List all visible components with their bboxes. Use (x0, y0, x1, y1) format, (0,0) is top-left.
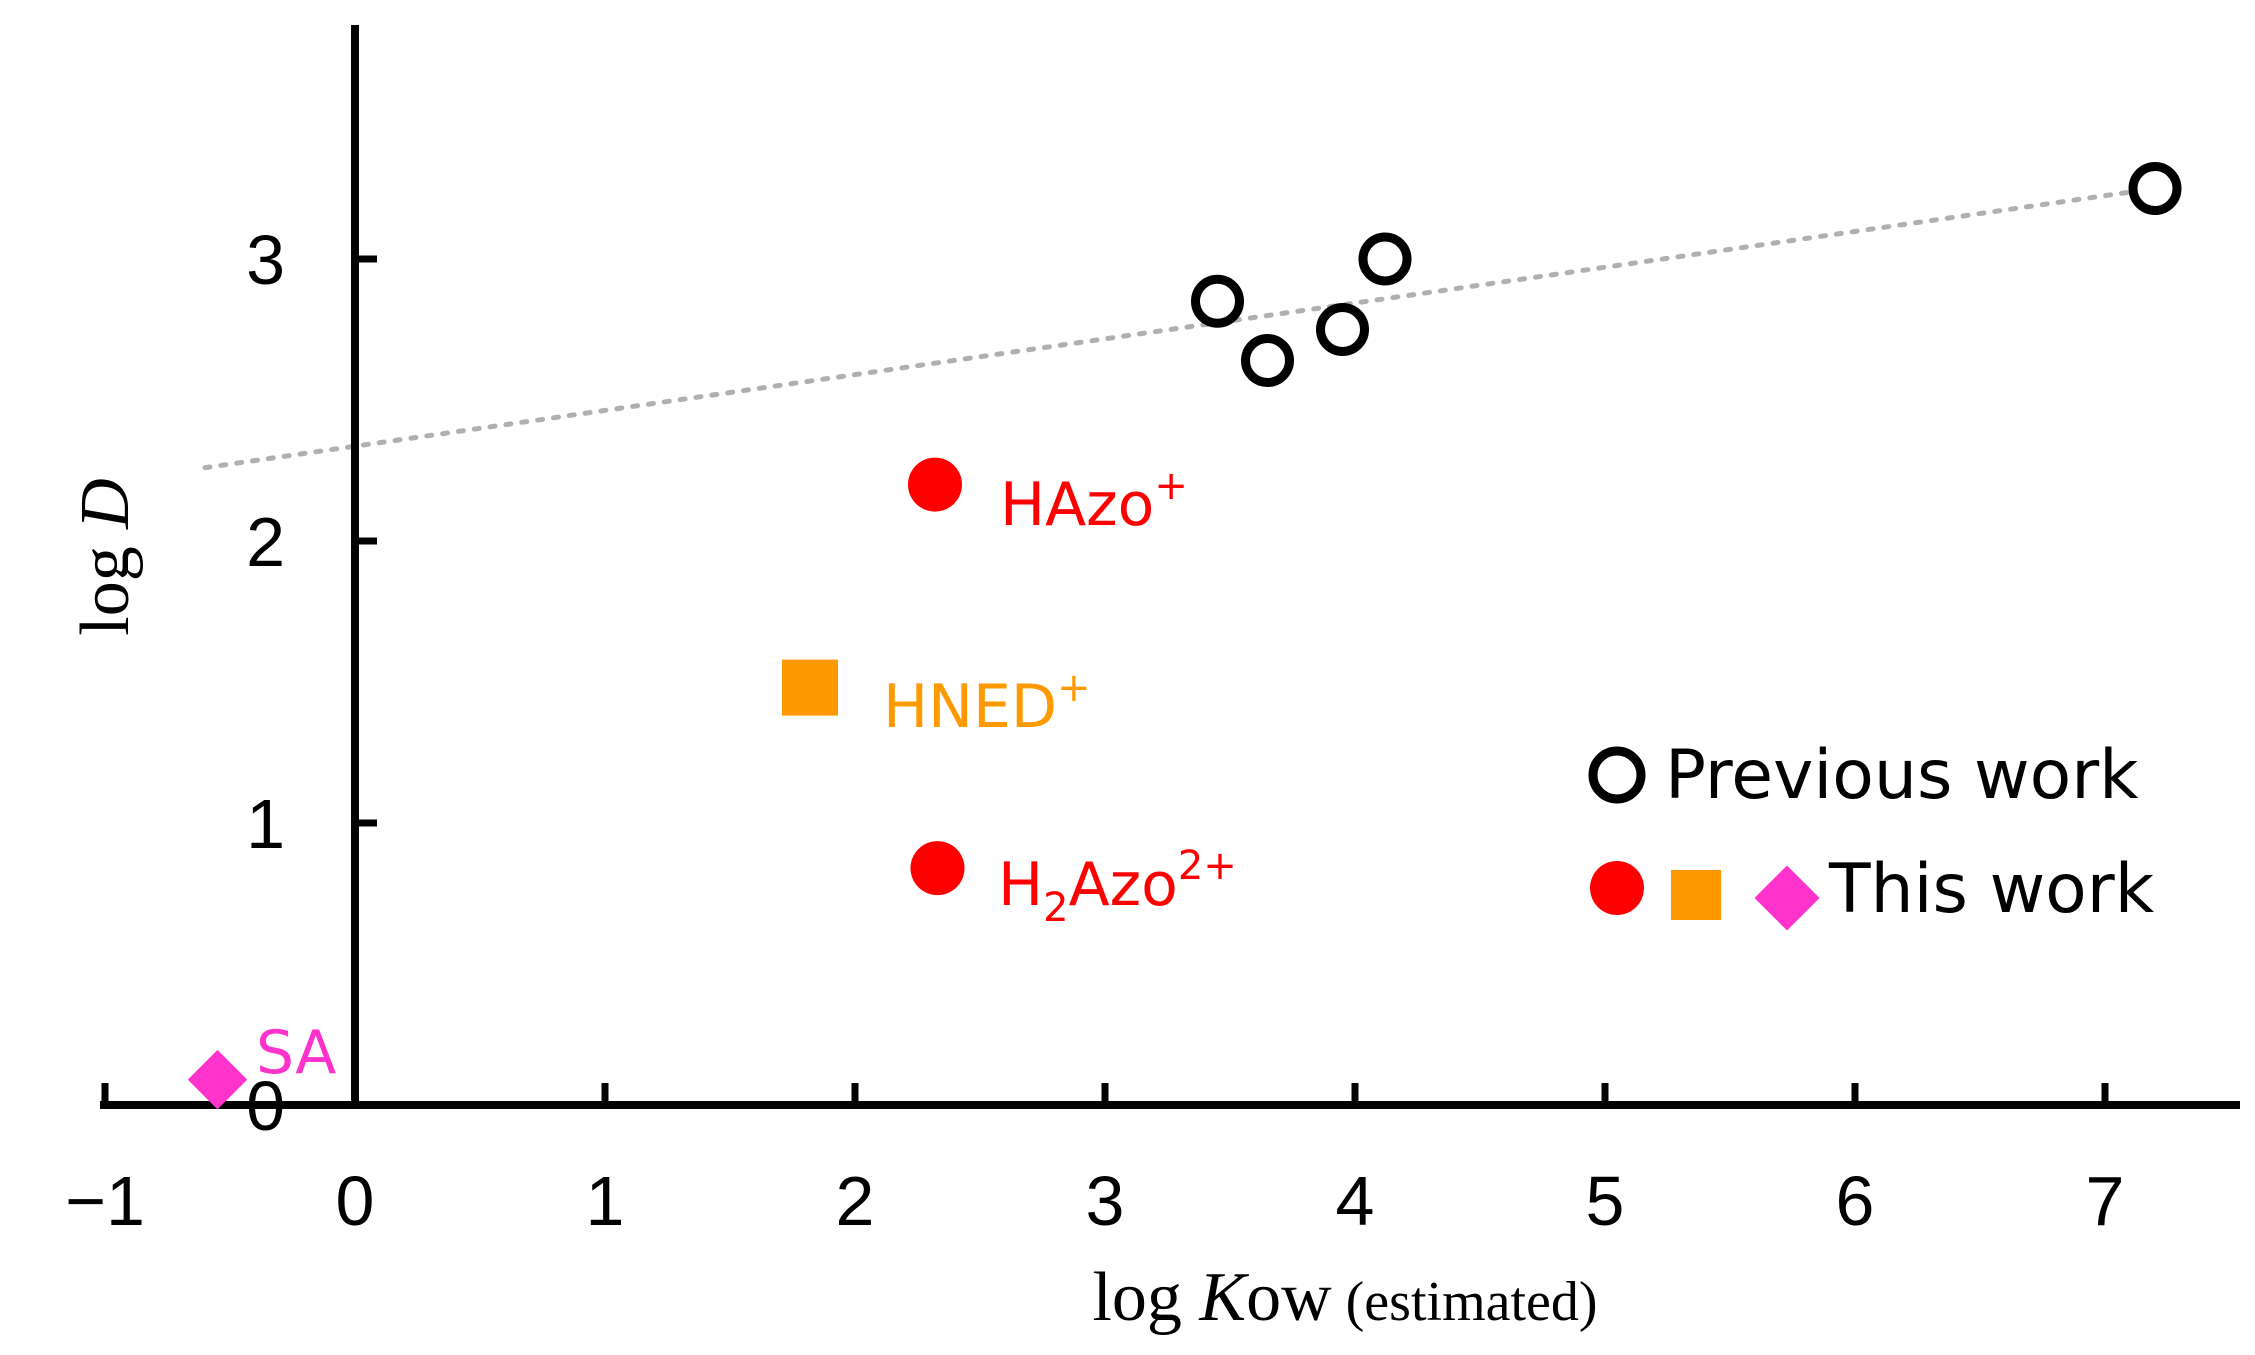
point-h2azo2- (910, 841, 965, 896)
point-previous-work (1191, 274, 1244, 328)
legend-marker-previous-work (1588, 746, 1646, 804)
label-hned: HNED+ (883, 665, 1091, 742)
point-previous-work (1358, 232, 1412, 286)
x-tick-label: 7 (2086, 1162, 2125, 1240)
y-tick-label: 2 (246, 503, 285, 581)
legend-marker-pink-diamond (1754, 865, 1820, 931)
point-sa (187, 1049, 248, 1110)
label-sa: SA (256, 1018, 336, 1088)
x-ticks: −1 0 1 2 3 4 5 6 7 (65, 1083, 2124, 1240)
x-tick-label: 2 (836, 1162, 875, 1240)
point-previous-work (1316, 303, 1369, 356)
legend-label-this-work: This work (1828, 850, 2155, 929)
legend-marker-red-circle (1590, 861, 1644, 915)
trend-line (202, 186, 2158, 471)
y-tick-label: 1 (246, 785, 285, 863)
point-hned- (782, 659, 838, 716)
x-axis-title: log Kow (estimated) (1092, 1259, 1597, 1336)
x-tick-label: 4 (1336, 1162, 1375, 1240)
point-hazo- (908, 457, 962, 512)
y-ticks: 0 1 2 3 (246, 221, 377, 1145)
y-tick-label: 3 (246, 221, 285, 299)
label-h2azo: H2Azo2+ (998, 843, 1237, 931)
x-tick-label: 1 (586, 1162, 625, 1240)
label-hazo: HAzo+ (1000, 463, 1188, 540)
x-tick-label: 5 (1586, 1162, 1625, 1240)
point-previous-work (1241, 334, 1294, 388)
legend-marker-orange-square (1671, 870, 1721, 920)
x-tick-label: 3 (1086, 1162, 1125, 1240)
y-tick-label: 0 (246, 1067, 285, 1145)
data-points (187, 162, 2182, 1110)
legend: Previous work This work (1588, 736, 2155, 931)
y-axis-title: log D (67, 478, 144, 636)
x-tick-label: −1 (65, 1162, 145, 1240)
point-previous-work (2128, 162, 2182, 215)
x-tick-label: 6 (1836, 1162, 1875, 1240)
legend-label-previous-work: Previous work (1665, 736, 2139, 815)
x-tick-label: 0 (336, 1162, 375, 1240)
